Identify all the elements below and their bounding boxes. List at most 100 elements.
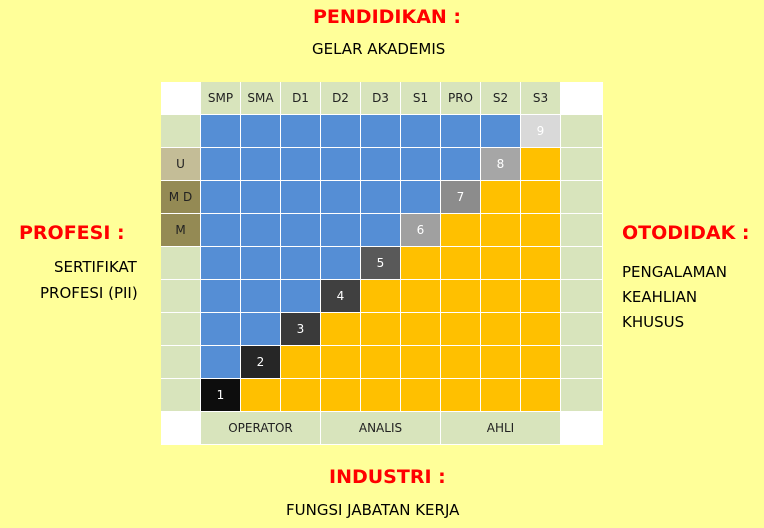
orange-cell [401, 280, 441, 313]
right-edge-cell [561, 379, 603, 412]
step-3: 3 [281, 313, 321, 346]
column-header-sma: SMA [241, 82, 281, 115]
right-edge-cell [561, 346, 603, 379]
orange-cell [521, 346, 561, 379]
row-label: M D [161, 181, 201, 214]
blue-cell [321, 247, 361, 280]
orange-cell [281, 346, 321, 379]
blue-cell [201, 313, 241, 346]
step-2: 2 [241, 346, 281, 379]
step-7: 7 [441, 181, 481, 214]
step-4: 4 [321, 280, 361, 313]
blue-cell [281, 148, 321, 181]
column-header-pro: PRO [441, 82, 481, 115]
orange-cell [401, 346, 441, 379]
right-edge-cell [561, 115, 603, 148]
blue-cell [441, 148, 481, 181]
blue-cell [241, 313, 281, 346]
orange-cell [441, 214, 481, 247]
blue-cell [441, 115, 481, 148]
row-label [161, 280, 201, 313]
step-8: 8 [481, 148, 521, 181]
column-header-smp: SMP [201, 82, 241, 115]
blue-cell [241, 280, 281, 313]
profesi-title: PROFESI : [19, 222, 125, 244]
pengalaman-label: PENGALAMAN [622, 263, 728, 281]
footer-analis: ANALIS [321, 412, 441, 445]
orange-cell [441, 280, 481, 313]
row-label [161, 313, 201, 346]
orange-cell [481, 181, 521, 214]
corner-cell [161, 82, 201, 115]
blue-cell [241, 181, 281, 214]
column-header-d2: D2 [321, 82, 361, 115]
step-5: 5 [361, 247, 401, 280]
orange-cell [441, 247, 481, 280]
orange-cell [281, 379, 321, 412]
blue-cell [361, 148, 401, 181]
blue-cell [321, 148, 361, 181]
orange-cell [401, 379, 441, 412]
sertifikat-label: SERTIFIKAT [54, 258, 137, 276]
blue-cell [281, 115, 321, 148]
blue-cell [201, 280, 241, 313]
step-6: 6 [401, 214, 441, 247]
pendidikan-title: PENDIDIKAN : [313, 6, 462, 28]
orange-cell [521, 313, 561, 346]
orange-cell [521, 247, 561, 280]
blue-cell [201, 346, 241, 379]
orange-cell [361, 313, 401, 346]
column-header-d3: D3 [361, 82, 401, 115]
orange-cell [521, 280, 561, 313]
column-header-s1: S1 [401, 82, 441, 115]
blue-cell [201, 214, 241, 247]
orange-cell [401, 247, 441, 280]
blue-cell [241, 148, 281, 181]
blue-cell [201, 115, 241, 148]
orange-cell [481, 379, 521, 412]
blue-cell [241, 115, 281, 148]
orange-cell [481, 346, 521, 379]
orange-cell [321, 379, 361, 412]
blue-cell [241, 214, 281, 247]
blue-cell [481, 115, 521, 148]
orange-cell [521, 148, 561, 181]
right-edge-cell [561, 148, 603, 181]
blue-cell [321, 115, 361, 148]
orange-cell [521, 181, 561, 214]
blue-cell [201, 181, 241, 214]
step-9: 9 [521, 115, 561, 148]
row-label [161, 115, 201, 148]
orange-cell [481, 214, 521, 247]
right-edge-cell [561, 214, 603, 247]
blue-cell [241, 247, 281, 280]
gelar-akademis-label: GELAR AKADEMIS [312, 40, 446, 58]
orange-cell [481, 280, 521, 313]
blue-cell [361, 181, 401, 214]
orange-cell [481, 313, 521, 346]
blue-cell [321, 214, 361, 247]
row-label [161, 247, 201, 280]
orange-cell [441, 313, 481, 346]
blue-cell [281, 214, 321, 247]
orange-cell [521, 214, 561, 247]
orange-cell [361, 379, 401, 412]
right-edge-cell [561, 280, 603, 313]
blue-cell [361, 115, 401, 148]
footer-ahli: AHLI [441, 412, 561, 445]
keahlian-label: KEAHLIAN [622, 288, 698, 306]
blue-cell [281, 280, 321, 313]
blue-cell [281, 181, 321, 214]
orange-cell [441, 346, 481, 379]
blue-cell [201, 247, 241, 280]
blue-cell [201, 148, 241, 181]
row-label [161, 379, 201, 412]
column-header-d1: D1 [281, 82, 321, 115]
khusus-label: KHUSUS [622, 313, 685, 331]
blue-cell [401, 148, 441, 181]
orange-cell [321, 313, 361, 346]
career-matrix: SMP SMA D1 D2 D3 S1 PRO S2 S3 9 U 8 M D 7 M 6 5 4 3 2 1 OPERA… [161, 82, 603, 445]
otodidak-title: OTODIDAK : [622, 222, 750, 244]
column-header-s2: S2 [481, 82, 521, 115]
fungsi-jabatan-label: FUNGSI JABATAN KERJA [286, 501, 460, 519]
